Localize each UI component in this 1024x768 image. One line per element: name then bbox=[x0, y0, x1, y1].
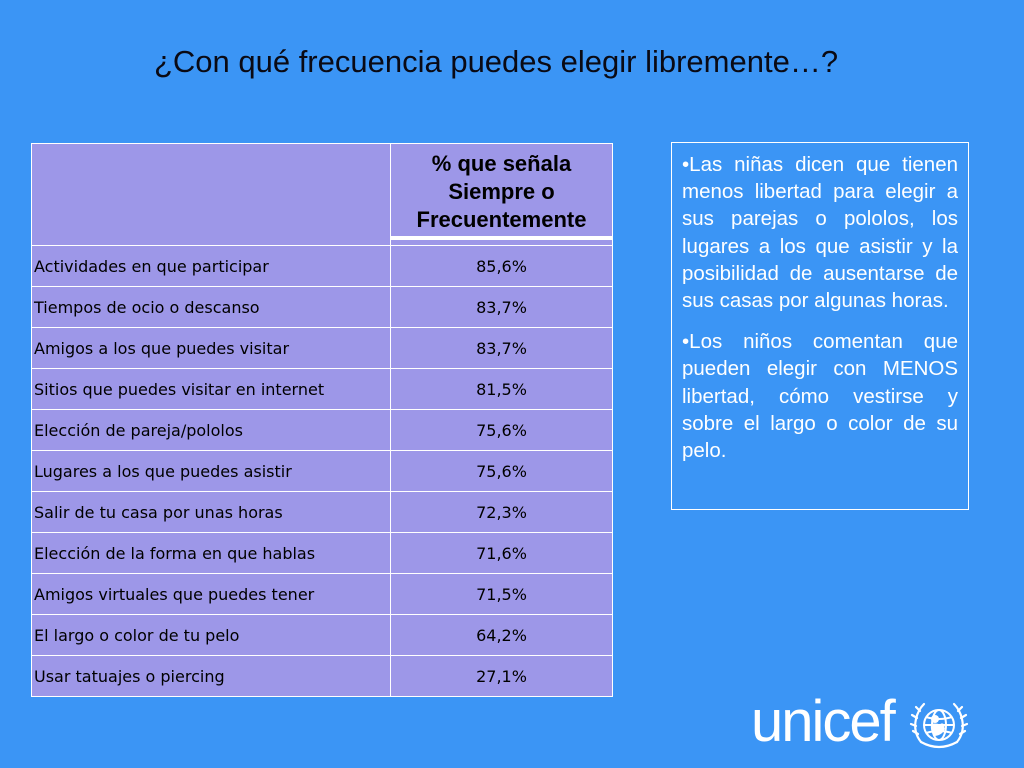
table-row: Elección de pareja/pololos 75,6% bbox=[32, 410, 612, 451]
table-row: El largo o color de tu pelo 64,2% bbox=[32, 615, 612, 656]
page-title: ¿Con qué frecuencia puedes elegir librem… bbox=[153, 44, 839, 79]
row-value: 75,6% bbox=[391, 451, 612, 492]
unicef-logo: unicef bbox=[751, 690, 981, 760]
row-label: Lugares a los que puedes asistir bbox=[32, 451, 391, 492]
table-corner-cell bbox=[32, 144, 391, 246]
row-label: Tiempos de ocio o descanso bbox=[32, 287, 391, 328]
table-row: Actividades en que participar 85,6% bbox=[32, 246, 612, 287]
row-value: 71,5% bbox=[391, 574, 612, 615]
row-value: 83,7% bbox=[391, 287, 612, 328]
row-label: Amigos a los que puedes visitar bbox=[32, 328, 391, 369]
table-row: Amigos a los que puedes visitar 83,7% bbox=[32, 328, 612, 369]
row-value: 83,7% bbox=[391, 328, 612, 369]
row-label: El largo o color de tu pelo bbox=[32, 615, 391, 656]
row-value: 75,6% bbox=[391, 410, 612, 451]
row-label: Elección de la forma en que hablas bbox=[32, 533, 391, 574]
row-value: 64,2% bbox=[391, 615, 612, 656]
table-row: Sitios que puedes visitar en internet 81… bbox=[32, 369, 612, 410]
table-row: Usar tatuajes o piercing 27,1% bbox=[32, 656, 612, 696]
note-boys: •Los niños comentan que pueden elegir co… bbox=[682, 330, 958, 463]
unicef-wordmark: unicef bbox=[751, 689, 896, 754]
column-header-text: % que señala Siempre o Frecuentemente bbox=[391, 150, 612, 240]
row-label: Amigos virtuales que puedes tener bbox=[32, 574, 391, 615]
row-value: 72,3% bbox=[391, 492, 612, 533]
table-row: Amigos virtuales que puedes tener 71,5% bbox=[32, 574, 612, 615]
row-value: 81,5% bbox=[391, 369, 612, 410]
findings-note-box: •Las niñas dicen que tienen menos libert… bbox=[671, 142, 969, 510]
row-value: 27,1% bbox=[476, 666, 527, 686]
row-label: Salir de tu casa por unas horas bbox=[32, 492, 391, 533]
table-header-row: % que señala Siempre o Frecuentemente bbox=[32, 144, 612, 246]
row-label: Usar tatuajes o piercing bbox=[32, 656, 391, 696]
table-row: Salir de tu casa por unas horas 72,3% bbox=[32, 492, 612, 533]
table-row: Tiempos de ocio o descanso 83,7% bbox=[32, 287, 612, 328]
row-value: 85,6% bbox=[391, 246, 612, 287]
row-label: Actividades en que participar bbox=[32, 246, 391, 287]
table-column-header: % que señala Siempre o Frecuentemente bbox=[391, 144, 612, 246]
table-row: Lugares a los que puedes asistir 75,6% bbox=[32, 451, 612, 492]
row-label: Sitios que puedes visitar en internet bbox=[32, 369, 391, 410]
note-girls: •Las niñas dicen que tienen menos libert… bbox=[682, 153, 958, 313]
row-value: 71,6% bbox=[391, 533, 612, 574]
frequency-table: % que señala Siempre o Frecuentemente Ac… bbox=[31, 143, 613, 697]
table-row: Elección de la forma en que hablas 71,6% bbox=[32, 533, 612, 574]
unicef-emblem-icon bbox=[909, 702, 969, 749]
row-label: Elección de pareja/pololos bbox=[32, 410, 391, 451]
